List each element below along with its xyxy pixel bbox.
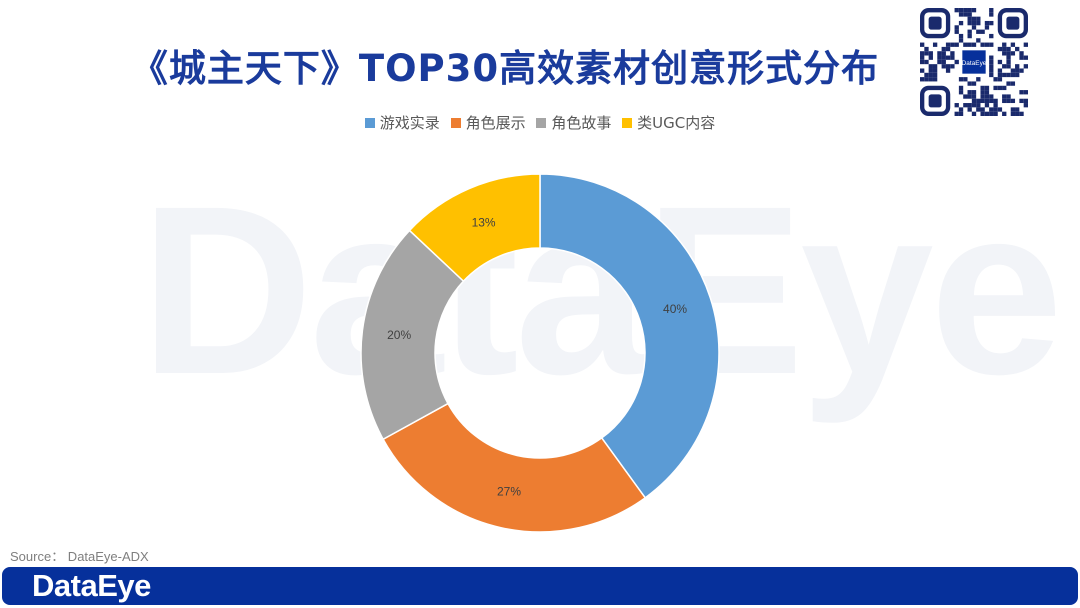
data-label: 40%	[663, 302, 687, 316]
data-label: 13%	[472, 216, 496, 230]
legend-swatch	[536, 118, 547, 128]
legend-label: 角色展示	[465, 114, 526, 132]
qr-code: DataEye	[920, 8, 1028, 116]
legend-swatch	[622, 118, 633, 128]
data-label: 20%	[387, 328, 411, 342]
qr-logo: DataEye	[962, 60, 987, 67]
source-note: Source： DataEye-ADX	[10, 549, 149, 564]
legend-label: 角色故事	[551, 114, 612, 132]
footer-logo: DataEye	[32, 568, 151, 603]
donut-slice	[408, 173, 541, 283]
legend-item: 类UGC内容	[622, 112, 715, 133]
legend-item: 角色故事	[536, 112, 611, 133]
legend-item: 角色展示	[450, 112, 526, 133]
donut-slice	[360, 229, 465, 441]
chart-legend: 游戏实录 角色展示 角色故事 类UGC内容	[0, 112, 1080, 133]
legend-label: 类UGC内容	[637, 114, 716, 132]
legend-item: 游戏实录	[364, 112, 440, 133]
data-label: 27%	[497, 485, 521, 499]
page-title: 《城主天下》TOP30高效素材创意形式分布	[130, 47, 880, 90]
legend-swatch	[450, 118, 461, 128]
donut-slice	[539, 173, 720, 499]
donut-slice	[382, 402, 647, 533]
legend-swatch	[364, 118, 375, 128]
legend-label: 游戏实录	[379, 114, 440, 132]
footer-bar: DataEye	[2, 567, 1078, 605]
